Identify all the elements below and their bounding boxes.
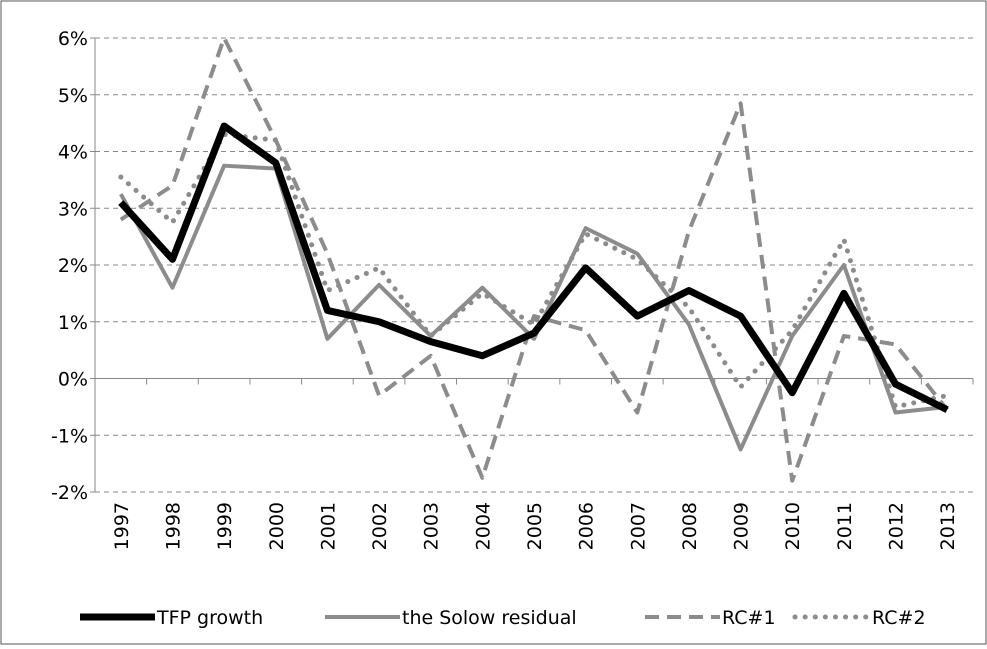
x-tick-label: 2013 — [937, 502, 959, 550]
y-tick-label: 4% — [58, 142, 88, 164]
y-tick-label: 3% — [58, 198, 88, 220]
legend-label: RC#2 — [872, 607, 926, 629]
x-tick-label: 2004 — [472, 502, 494, 550]
x-tick-label: 2005 — [524, 502, 546, 550]
x-tick-label: 2001 — [317, 502, 339, 550]
x-tick-label: 2012 — [886, 502, 908, 550]
x-tick-label: 2000 — [266, 502, 288, 550]
y-tick-label: 2% — [58, 255, 88, 277]
y-tick-label: 1% — [58, 312, 88, 334]
series-line — [119, 36, 949, 483]
x-tick-label: 1997 — [111, 502, 133, 550]
y-tick-label: 5% — [58, 85, 88, 107]
legend-label: TFP growth — [156, 607, 263, 629]
x-tick-label: 2010 — [782, 502, 804, 550]
legend-label: the Solow residual — [402, 607, 577, 629]
x-tick-label: 1999 — [214, 502, 236, 550]
y-tick-label: 6% — [58, 28, 88, 50]
y-tick-label: -1% — [51, 425, 88, 447]
x-tick-label: 2003 — [421, 502, 443, 550]
x-tick-label: 2007 — [627, 502, 649, 550]
x-tick-label: 2008 — [679, 502, 701, 550]
x-tick-label: 2009 — [731, 502, 753, 550]
x-tick-label: 2002 — [369, 502, 391, 550]
x-tick-label: 2006 — [576, 502, 598, 550]
series-line — [119, 163, 948, 452]
series-line — [118, 131, 950, 410]
y-tick-label: 0% — [58, 369, 88, 391]
y-tick-label: -2% — [51, 482, 88, 504]
x-tick-label: 1998 — [162, 502, 184, 550]
series-line — [118, 122, 949, 413]
x-tick-label: 2011 — [834, 502, 856, 550]
legend-label: RC#1 — [722, 607, 776, 629]
